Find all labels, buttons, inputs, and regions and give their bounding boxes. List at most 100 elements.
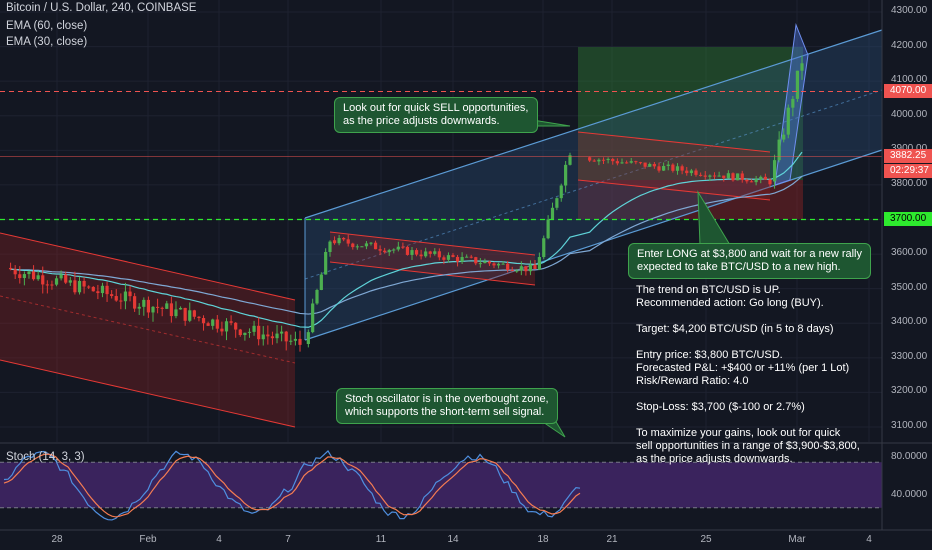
candle-body bbox=[77, 280, 82, 293]
candle-body bbox=[772, 160, 777, 182]
candle-body bbox=[634, 161, 638, 163]
candle-body bbox=[474, 257, 478, 264]
candle-body bbox=[782, 134, 786, 140]
candle-body bbox=[555, 198, 559, 208]
candle-body bbox=[197, 316, 201, 319]
candle-body bbox=[133, 296, 137, 309]
candle-body bbox=[346, 239, 350, 244]
candle-body bbox=[524, 266, 528, 272]
candle-body bbox=[638, 162, 643, 164]
candle-body bbox=[351, 243, 355, 248]
candle-body bbox=[160, 307, 164, 309]
price-tick-label: 4200.00 bbox=[891, 39, 928, 51]
candle-body bbox=[315, 289, 319, 304]
consolidation-channel-top bbox=[577, 131, 771, 153]
candle-body bbox=[419, 254, 423, 257]
candle-body bbox=[768, 179, 772, 185]
down-channel-top bbox=[0, 232, 296, 301]
time-tick-label: 25 bbox=[700, 534, 712, 545]
candle-body bbox=[564, 164, 568, 186]
price-tick-label: 3600.00 bbox=[891, 247, 928, 259]
candle-body bbox=[795, 70, 800, 99]
ema60-legend[interactable]: EMA (60, close) bbox=[6, 20, 88, 32]
candle-body bbox=[68, 280, 72, 283]
consolidation-channel-bottom bbox=[577, 179, 771, 201]
long-callout: Enter LONG at $3,800 and wait for a new … bbox=[628, 243, 872, 279]
candle-body bbox=[675, 166, 680, 171]
candle-body bbox=[736, 173, 740, 181]
candle-body bbox=[18, 274, 22, 279]
candle-body bbox=[437, 251, 441, 258]
candle-body bbox=[257, 325, 261, 340]
candle-body bbox=[36, 275, 40, 280]
candle-body bbox=[550, 207, 555, 220]
candle-body bbox=[465, 256, 469, 258]
candle-body bbox=[615, 161, 619, 164]
note-entry: Entry price: $3,800 BTC/USD. Forecasted … bbox=[636, 349, 850, 387]
candle-body bbox=[355, 246, 359, 248]
up-channel-mid bbox=[304, 89, 883, 280]
candle-body bbox=[410, 250, 414, 255]
candle-body bbox=[289, 340, 293, 342]
candle-body bbox=[387, 250, 391, 253]
candle-body bbox=[643, 162, 647, 167]
time-tick-label: 4 bbox=[216, 534, 222, 545]
time-tick-label: Mar bbox=[788, 534, 806, 545]
candle-body bbox=[364, 243, 369, 247]
stop-price-tag: 3700.00 bbox=[884, 212, 932, 226]
candle-body bbox=[238, 329, 242, 336]
candle-body bbox=[515, 270, 519, 272]
candle-body bbox=[726, 173, 730, 179]
candle-body bbox=[519, 266, 523, 271]
candle-body bbox=[64, 274, 68, 283]
candle-body bbox=[666, 164, 670, 167]
candle-body bbox=[446, 255, 451, 260]
candle-body bbox=[703, 175, 707, 177]
candle-body bbox=[319, 274, 323, 290]
price-tick-label: 3900.00 bbox=[891, 143, 927, 154]
candle-body bbox=[528, 264, 533, 272]
candle-body bbox=[169, 303, 173, 317]
ema-lines bbox=[10, 151, 803, 328]
candle-body bbox=[510, 270, 514, 272]
ema30-legend[interactable]: EMA (30, close) bbox=[6, 36, 88, 48]
symbol-title[interactable]: Bitcoin / U.S. Dollar, 240, COINBASE bbox=[6, 2, 197, 14]
candle-body bbox=[87, 286, 91, 288]
time-tick-label: 21 bbox=[606, 534, 618, 545]
candle-body bbox=[151, 306, 155, 313]
ema30-line bbox=[10, 151, 803, 328]
time-tick-label: 28 bbox=[51, 534, 63, 545]
stoch-tick-40: 40.0000 bbox=[891, 489, 928, 500]
candle-body bbox=[601, 159, 606, 161]
time-tick-label: 11 bbox=[375, 534, 387, 545]
candle-body bbox=[332, 240, 337, 244]
candle-body bbox=[405, 246, 410, 255]
candle-body bbox=[731, 173, 735, 181]
candle-body bbox=[759, 176, 763, 180]
profit-zone bbox=[578, 47, 803, 180]
price-tick-label: 4000.00 bbox=[891, 108, 928, 120]
candle-body bbox=[178, 307, 183, 310]
time-tick-label: 4 bbox=[866, 534, 872, 545]
candle-body bbox=[188, 310, 192, 321]
candle-body bbox=[791, 98, 795, 108]
ema60-line bbox=[10, 175, 803, 315]
candle-body bbox=[215, 319, 219, 329]
stoch-legend[interactable]: Stoch (14, 3, 3) bbox=[6, 451, 85, 463]
candle-body bbox=[424, 251, 428, 257]
candle-body bbox=[383, 250, 387, 253]
candle-body bbox=[311, 303, 315, 333]
candle-body bbox=[224, 321, 229, 332]
candle-body bbox=[754, 179, 758, 183]
grid bbox=[0, 0, 882, 442]
candle-body bbox=[648, 164, 652, 167]
candle-body bbox=[306, 332, 310, 344]
target-price-tag: 4070.00 bbox=[884, 84, 932, 98]
candle-body bbox=[763, 176, 767, 180]
time-tick-label: 18 bbox=[537, 534, 549, 545]
candle-body bbox=[137, 306, 141, 309]
candle-body bbox=[455, 256, 460, 262]
candle-body bbox=[252, 325, 256, 332]
candle-body bbox=[487, 261, 492, 264]
last-price-tag: 3882.25 bbox=[884, 149, 932, 163]
